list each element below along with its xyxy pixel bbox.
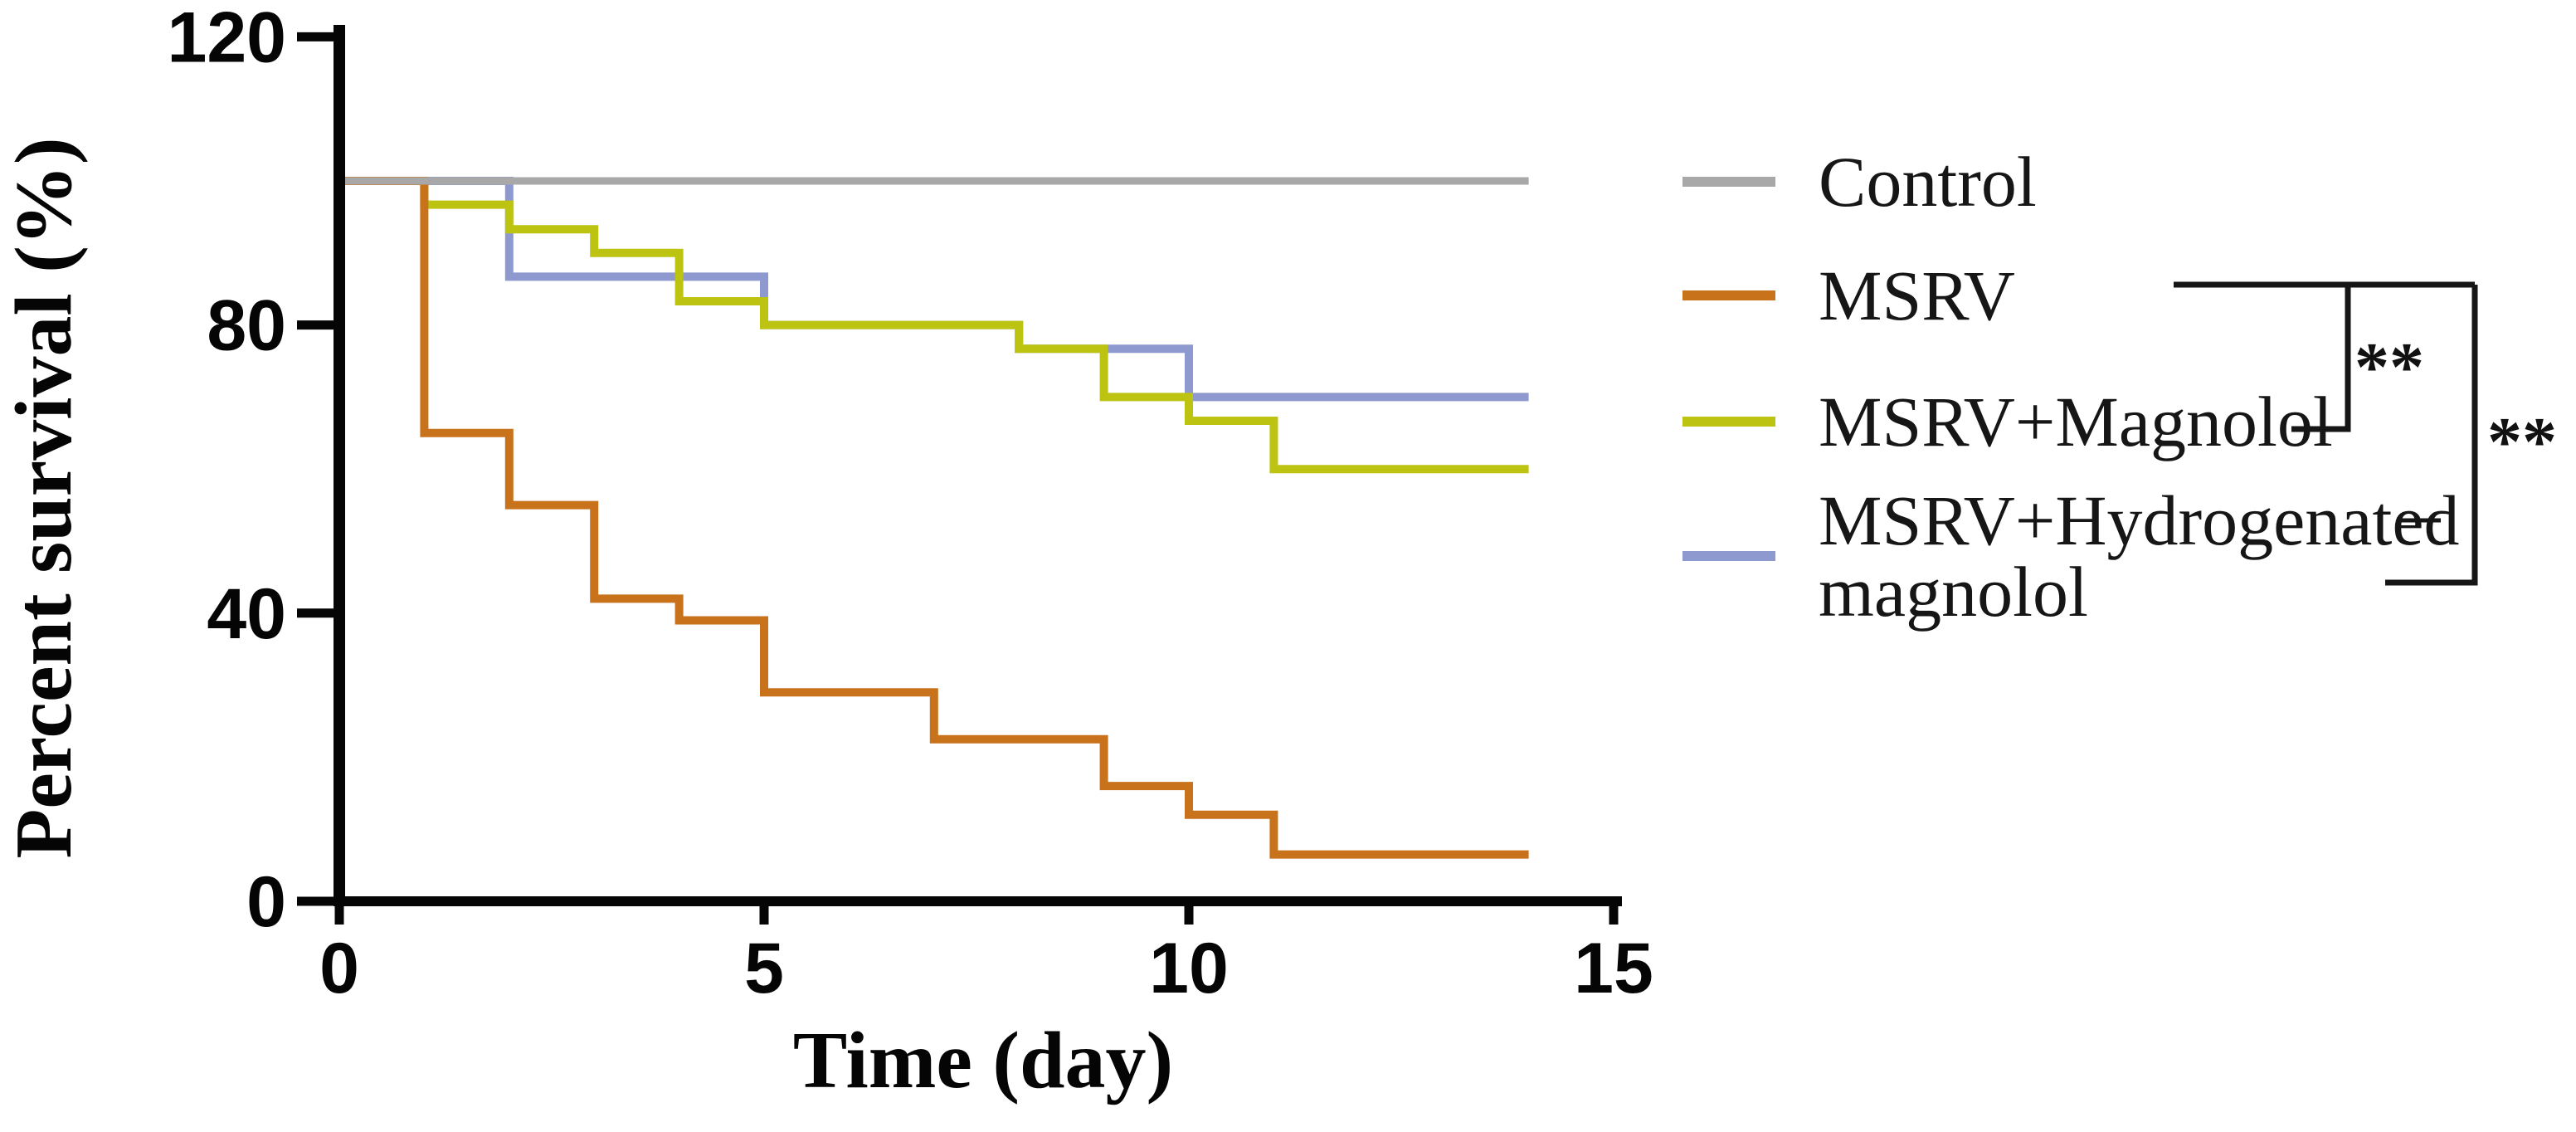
significance-stars-msrv-vs-magnolol: ** bbox=[2354, 329, 2424, 406]
legend-label-msrv-magnolol: MSRV+Magnolol bbox=[1819, 382, 2333, 461]
significance-annotations bbox=[2174, 281, 2478, 586]
legend-item-msrv-magnolol: MSRV+Magnolol bbox=[1682, 386, 2333, 457]
x-tick-label-15: 15 bbox=[1574, 929, 1653, 1008]
legend-item-control: Control bbox=[1682, 146, 2037, 217]
control-line-swatch bbox=[1682, 177, 1775, 187]
msrv-line-swatch bbox=[1682, 290, 1775, 300]
x-tick-label-5: 5 bbox=[744, 929, 784, 1008]
axes: 0 40 80 120 0 5 10 15 bbox=[168, 0, 1653, 1008]
legend-label-msrv: MSRV bbox=[1819, 256, 2015, 335]
y-tick-label-40: 40 bbox=[207, 574, 286, 654]
y-tick-label-80: 80 bbox=[207, 286, 286, 366]
series-line-msrv-magnolol bbox=[339, 177, 1529, 474]
series-line-msrv-hydrogenated-magnolol bbox=[339, 177, 1529, 402]
survival-curves bbox=[339, 177, 1529, 859]
legend-item-msrv: MSRV bbox=[1682, 260, 2015, 331]
y-axis-title: Percent survival (%) bbox=[0, 137, 89, 859]
legend-label-msrv-hydrogenated-magnolol: MSRV+Hydrogenated magnolol bbox=[1819, 485, 2460, 627]
y-tick-label-120: 120 bbox=[168, 0, 287, 77]
legend-label-line1: MSRV+Hydrogenated bbox=[1819, 481, 2460, 560]
significance-stars-msrv-vs-hydrogenated: ** bbox=[2487, 403, 2557, 481]
msrv-hydrogenated-line-swatch bbox=[1682, 551, 1775, 561]
legend-item-msrv-hydrogenated-magnolol: MSRV+Hydrogenated magnolol bbox=[1682, 485, 2460, 627]
comparison-bracket-msrv-vs-hydrogenated bbox=[2385, 285, 2478, 586]
msrv-magnolol-line-swatch bbox=[1682, 417, 1775, 427]
x-tick-label-0: 0 bbox=[319, 929, 359, 1008]
x-axis-title: Time (day) bbox=[792, 1016, 1174, 1105]
legend-label-control: Control bbox=[1819, 142, 2037, 222]
comparison-bracket-msrv-vs-magnolol bbox=[2291, 285, 2351, 432]
x-tick-label-10: 10 bbox=[1149, 929, 1229, 1008]
legend-label-line2: magnolol bbox=[1819, 552, 2088, 632]
series-line-msrv bbox=[339, 177, 1529, 859]
y-tick-label-0: 0 bbox=[246, 862, 286, 942]
